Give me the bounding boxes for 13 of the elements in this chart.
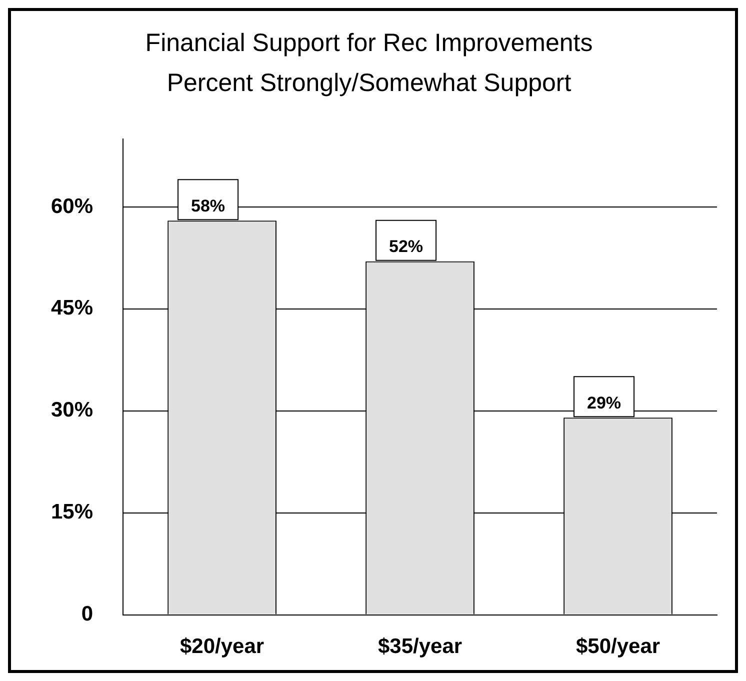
y-tick-label: 30%: [51, 398, 94, 422]
data-label: 52%: [389, 237, 424, 256]
x-tick-label: $20/year: [180, 635, 264, 658]
y-tick-label: 60%: [51, 194, 94, 218]
data-label: 29%: [586, 393, 622, 412]
chart-subtitle: Percent Strongly/Somewhat Support: [166, 68, 572, 97]
y-tick-label: 15%: [51, 500, 94, 524]
data-label: 58%: [191, 196, 226, 216]
x-tick-label: $35/year: [378, 635, 462, 658]
y-tick-label: 45%: [51, 296, 94, 320]
x-tick-label: $50/year: [576, 635, 660, 658]
chart-title: Financial Support for Rec Improvements: [145, 28, 593, 57]
y-tick-label: 0: [81, 602, 94, 626]
